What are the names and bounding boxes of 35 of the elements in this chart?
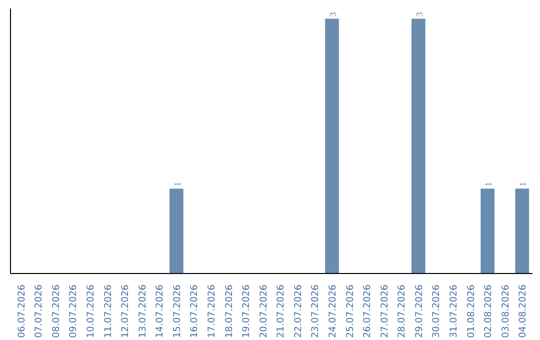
x-tick-label: 17.07.2026 (206, 284, 218, 338)
x-tick-label: 03.08.2026 (500, 284, 512, 338)
x-tick-label: 29.07.2026 (414, 284, 425, 338)
x-tick-label: 12.07.2026 (120, 284, 132, 338)
x-tick-label: 15.07.2026 (172, 284, 183, 338)
data-label: 1 (484, 182, 495, 187)
x-tick-label: 25.07.2026 (344, 284, 356, 338)
x-tick-label: 30.07.2026 (431, 284, 442, 338)
x-tick-label: 06.07.2026 (16, 284, 28, 338)
x-tick-label: 31.07.2026 (448, 284, 460, 338)
x-tick-label: 22.07.2026 (292, 284, 304, 338)
data-label: 3 (328, 12, 339, 17)
x-tick-label: 11.07.2026 (102, 284, 114, 338)
x-tick-label: 26.07.2026 (362, 284, 374, 338)
x-tick-label: 14.07.2026 (154, 284, 166, 338)
x-tick-label: 07.07.2026 (34, 284, 45, 338)
x-tick-label: 23.07.2026 (310, 284, 322, 338)
x-tick-label: 20.07.2026 (258, 284, 270, 338)
x-tick-label: 08.07.2026 (50, 284, 62, 338)
x-tick-label: 18.07.2026 (224, 284, 235, 338)
data-label: 1 (519, 182, 530, 187)
x-tick-label: 10.07.2026 (86, 284, 97, 338)
x-tick-label: 27.07.2026 (379, 284, 390, 338)
x-tick-label: 28.07.2026 (396, 284, 408, 338)
data-label: 1 (173, 182, 184, 187)
x-tick-label: 09.07.2026 (68, 284, 80, 338)
x-tick-label: 19.07.2026 (241, 284, 252, 338)
x-tick-label: 01.08.2026 (466, 284, 477, 338)
x-tick-label: 13.07.2026 (137, 284, 148, 338)
x-tick-label: 04.08.2026 (518, 284, 529, 338)
x-tick-label: 21.07.2026 (276, 284, 287, 338)
data-label: 3 (415, 12, 426, 17)
x-tick-label: 02.08.2026 (483, 284, 494, 338)
x-tick-label: 16.07.2026 (189, 284, 200, 338)
x-tick-label: 24.07.2026 (327, 284, 338, 338)
